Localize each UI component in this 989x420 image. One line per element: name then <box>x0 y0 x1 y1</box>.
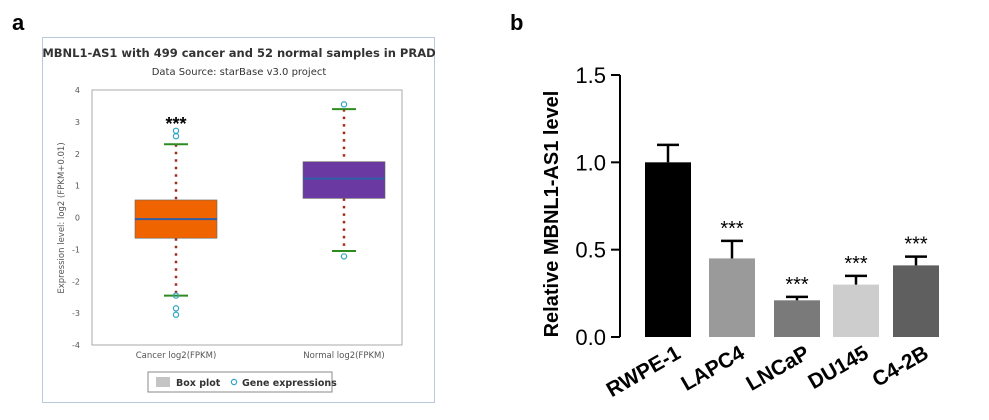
bar <box>893 265 939 337</box>
boxplot-outlier-point <box>172 133 180 140</box>
bar-significance-label: *** <box>844 253 868 275</box>
panel-a-letter: a <box>12 10 25 35</box>
boxplot-outlier-point <box>172 292 180 299</box>
boxplot-y-tick-label: -3 <box>72 309 80 318</box>
boxplot-title: MBNL1-AS1 with 499 cancer and 52 normal … <box>42 46 435 60</box>
bar-y-axis-label: Relative MBNL1-AS1 level <box>541 91 563 338</box>
boxplot-subtitle: Data Source: starBase v3.0 project <box>152 67 327 78</box>
boxplot-y-tick-label: -1 <box>72 245 80 254</box>
boxplot-outlier-point <box>172 311 180 318</box>
boxplot-y-tick-label: 1 <box>75 182 80 191</box>
boxplot-y-tick-label: 2 <box>75 150 80 159</box>
boxplot-significance-label: *** <box>165 114 186 134</box>
boxplot-x-tick-label: Cancer log2(FPKM) <box>136 351 217 361</box>
boxplot-outlier-point <box>172 305 180 312</box>
boxplot-y-tick-label: 3 <box>75 118 80 127</box>
bar-y-tick-label: 0.0 <box>575 325 606 350</box>
legend-point-marker <box>230 378 238 386</box>
bar <box>645 162 691 337</box>
boxplot-legend: Box plot Gene expressions <box>147 371 337 393</box>
bar-x-tick-label: DU145 <box>804 341 872 394</box>
bar <box>709 258 755 337</box>
bar-y-tick-label: 0.5 <box>575 238 606 263</box>
bar-significance-label: *** <box>904 234 928 256</box>
legend-box-swatch <box>156 377 170 387</box>
boxplot-outlier-point <box>340 101 348 108</box>
bar-x-tick-label: RWPE-1 <box>603 341 685 402</box>
bar-y-tick-label: 1.5 <box>575 63 606 88</box>
legend-points-label: Gene expressions <box>242 378 337 389</box>
bar <box>833 284 879 337</box>
legend-box-label: Box plot <box>176 378 221 389</box>
boxplot-y-tick-label: -4 <box>72 341 80 350</box>
boxplot-outlier-point <box>340 253 348 260</box>
boxplot-box <box>302 161 386 199</box>
bar-significance-label: *** <box>785 274 809 296</box>
boxplot-y-tick-label: -2 <box>72 277 80 286</box>
bar-significance-label: *** <box>720 218 744 240</box>
bar-x-tick-label: C4-2B <box>868 341 932 391</box>
bar-x-tick-label: LAPC4 <box>677 341 748 396</box>
bar <box>774 300 820 337</box>
boxplot-x-tick-label: Normal log2(FPKM) <box>303 351 384 361</box>
boxplot-y-axis-label: Expression level: log2 (FPKM+0.01) <box>57 142 67 293</box>
panel-b-letter: b <box>510 10 524 35</box>
boxplot-y-tick-label: 0 <box>75 214 80 223</box>
bar-y-tick-label: 1.0 <box>575 150 606 175</box>
bar-x-tick-label: LNCaP <box>742 341 813 395</box>
boxplot-y-tick-label: 4 <box>75 86 80 95</box>
